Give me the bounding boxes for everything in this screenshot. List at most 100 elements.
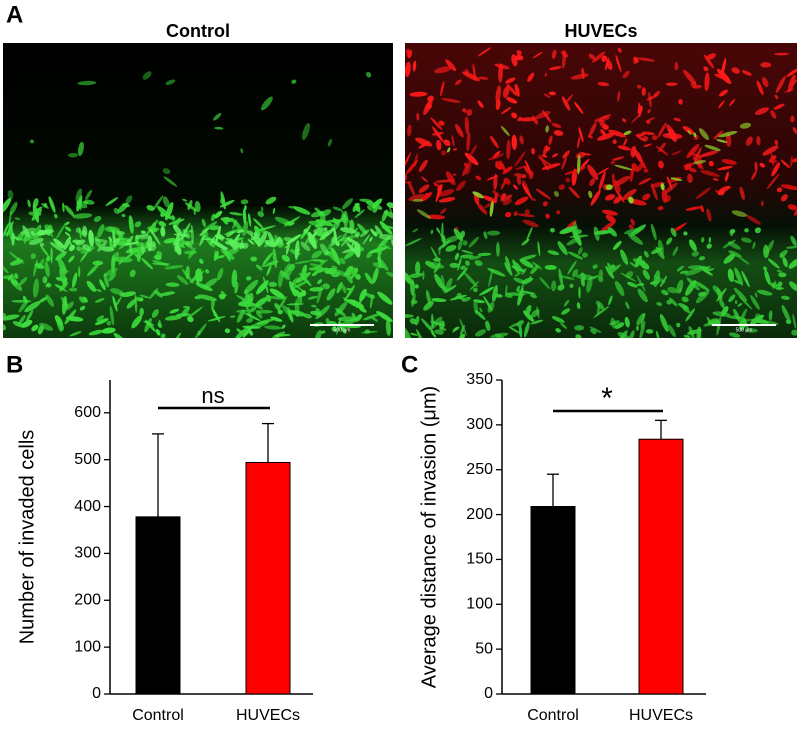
cell [434,329,444,335]
cell [457,256,462,271]
cell [760,62,772,68]
cell [44,261,50,278]
cell [445,277,453,291]
cell [355,314,363,322]
cell [229,212,243,216]
cell [637,288,648,303]
cell [93,216,102,222]
x-tick-label: Control [132,707,184,724]
cell [222,216,231,221]
cell [75,227,81,233]
cell [733,287,748,302]
cell [418,159,428,173]
cell [315,219,333,227]
cell [44,224,47,230]
cell [553,191,559,197]
cell [431,297,447,303]
cell [607,227,617,237]
cell [266,260,279,265]
cell [706,53,717,60]
cell [3,223,9,238]
cell [530,309,540,318]
cell [642,269,650,280]
cell [687,130,692,135]
cell [676,279,684,294]
cell [549,227,555,233]
cell [246,317,254,323]
cell [11,232,15,246]
cell [365,200,383,210]
cell [693,159,706,165]
cell [762,145,779,156]
cell [334,301,348,317]
cell [376,256,389,271]
cell [703,320,720,327]
cell [568,186,580,199]
cell [466,131,471,152]
cell [75,188,83,202]
cell [608,295,613,306]
cell [78,266,81,278]
cell [754,313,761,320]
cell [462,71,480,82]
cell [754,227,762,234]
cell [776,269,783,273]
cell [172,224,183,237]
cell [281,324,286,329]
cell [27,199,31,208]
cell [597,82,610,87]
cell [589,178,596,187]
cell [197,294,217,302]
cell [560,322,568,329]
cell [18,277,28,286]
cell [558,184,566,190]
cell [155,329,161,336]
cell [67,152,79,158]
cell [641,131,655,136]
cell [86,280,97,292]
cell [364,292,374,299]
cell [479,286,495,296]
cell [452,148,458,151]
y-tick-label: 300 [74,545,101,562]
cell [700,170,720,177]
cell [636,135,646,142]
cell [415,261,421,275]
cell [412,60,417,72]
cell [182,305,190,309]
cell [50,247,53,264]
bar [530,505,576,695]
cell [286,263,294,279]
cell [339,257,346,265]
cell [733,279,742,285]
cell [516,285,521,292]
cell [256,225,276,232]
cell [284,221,295,226]
micrograph [3,43,393,338]
cell [573,221,579,239]
cell [64,231,71,237]
cell [685,308,696,322]
cell [612,173,615,181]
cell [545,146,551,152]
cell [506,83,518,96]
cell [566,236,582,246]
cell [415,137,433,147]
cell [494,63,510,70]
cell [530,319,544,325]
cell [725,171,729,182]
cell [687,173,693,183]
cell [201,218,206,227]
cell [139,307,144,317]
cell [113,332,125,338]
cell [723,253,736,264]
cell [773,103,785,110]
cell [734,267,744,286]
cell [502,198,512,206]
cell [561,96,571,111]
cell [504,284,508,298]
cell [33,198,39,208]
image-title: Control [166,21,230,41]
cell [64,221,70,226]
cell [234,281,239,294]
